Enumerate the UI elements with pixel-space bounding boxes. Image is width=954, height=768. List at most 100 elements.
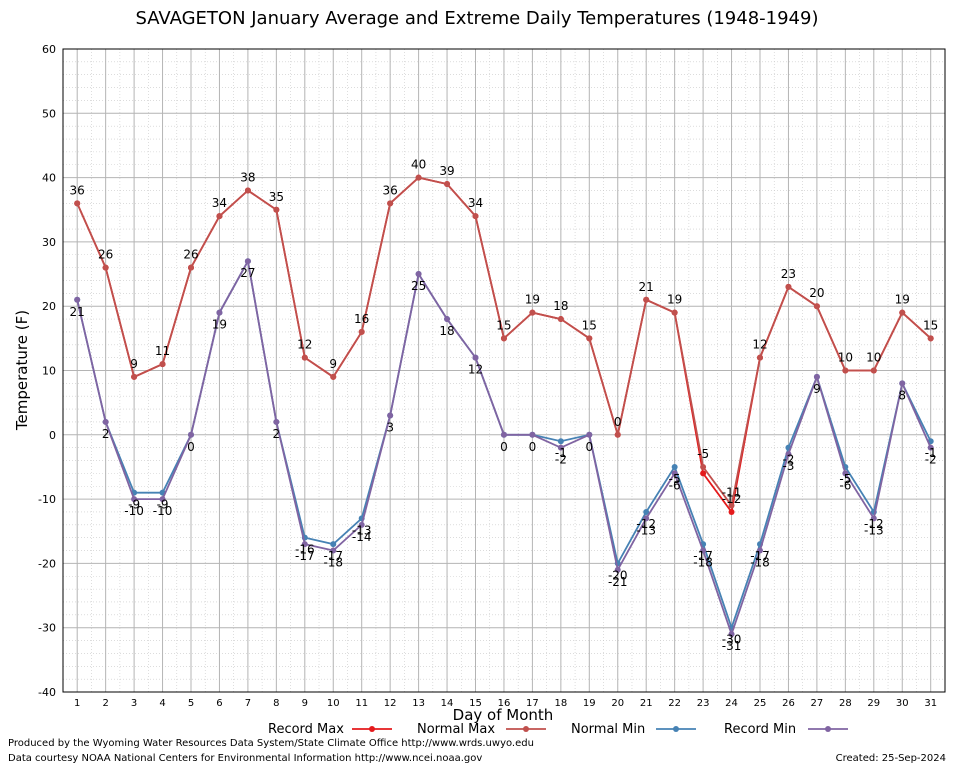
series-point-3 (671, 470, 678, 477)
y-tick-label: 50 (42, 107, 56, 120)
x-tick-label: 14 (441, 698, 454, 709)
data-label: -31 (722, 639, 742, 653)
x-tick-label: 7 (245, 698, 251, 709)
y-tick-label: 10 (42, 365, 56, 378)
data-label: -9 (128, 498, 140, 512)
x-tick-label: 6 (216, 698, 222, 709)
series-point-1 (529, 309, 536, 316)
data-label: 16 (354, 312, 369, 326)
x-tick-label: 29 (867, 698, 880, 709)
footer-created-date: Created: 25-Sep-2024 (835, 753, 946, 764)
x-tick-label: 3 (131, 698, 137, 709)
legend-label-normal-max: Normal Max (417, 722, 496, 737)
data-label: 19 (895, 293, 910, 307)
series-point-1 (415, 174, 422, 181)
series-point-1 (757, 354, 763, 361)
series-point-1 (273, 206, 280, 213)
series-point-3 (813, 373, 820, 380)
series-point-1 (643, 296, 650, 303)
data-label: 10 (866, 351, 881, 365)
series-point-1 (671, 309, 678, 316)
x-tick-label: 24 (725, 698, 738, 709)
series-point-1 (301, 354, 308, 361)
data-label: -17 (323, 549, 343, 563)
series-point-1 (842, 367, 849, 374)
data-label: 34 (212, 196, 227, 210)
series-point-3 (301, 541, 308, 548)
series-point-3 (330, 547, 337, 554)
x-tick-label: 13 (412, 698, 425, 709)
data-label: 9 (813, 382, 821, 396)
data-label: 19 (212, 318, 227, 332)
series-point-1 (387, 200, 394, 207)
legend-label-normal-min: Normal Min (571, 722, 646, 737)
data-label: 19 (667, 293, 682, 307)
data-label: 12 (752, 338, 767, 352)
data-label: 0 (529, 440, 537, 454)
data-label: -17 (750, 549, 770, 563)
data-label: 27 (240, 266, 255, 280)
data-label: -11 (722, 486, 742, 500)
series-point-3 (728, 631, 735, 638)
data-label: -16 (295, 543, 315, 557)
x-axis-label: Day of Month (452, 706, 554, 724)
legend-swatch-marker (825, 726, 831, 732)
chart-title: SAVAGETON January Average and Extreme Da… (135, 8, 819, 29)
series-point-3 (557, 444, 564, 451)
data-label: 36 (383, 183, 398, 197)
series-point-1 (614, 431, 621, 438)
footer-data-courtesy: Data courtesy NOAA National Centers for … (8, 753, 483, 764)
series-point-3 (415, 271, 422, 278)
x-tick-label: 23 (697, 698, 710, 709)
footer-produced-by: Produced by the Wyoming Water Resources … (8, 738, 534, 749)
data-label: -1 (555, 446, 567, 460)
data-label: -18 (750, 556, 770, 570)
data-label: 8 (898, 388, 906, 402)
data-label: 40 (411, 158, 426, 172)
data-label: 23 (781, 267, 796, 281)
data-label: 21 (70, 305, 85, 319)
series-point-3 (643, 515, 650, 522)
data-label: 12 (468, 363, 483, 377)
x-tick-label: 11 (355, 698, 368, 709)
series-point-1 (188, 264, 194, 271)
series-point-1 (899, 309, 906, 316)
legend-marks (352, 726, 848, 732)
series-point-2 (557, 438, 564, 445)
data-label: -10 (153, 504, 173, 518)
plot-frame (62, 48, 946, 693)
data-label: -6 (839, 478, 851, 492)
data-label: 9 (130, 357, 138, 371)
x-tick-label: 20 (611, 698, 624, 709)
series-point-3 (216, 309, 223, 316)
data-label: -2 (925, 453, 937, 467)
data-label: 15 (496, 318, 511, 332)
data-label: 35 (269, 190, 284, 204)
legend-label-record-max: Record Max (268, 722, 344, 737)
legend-swatch-marker (523, 726, 529, 732)
legend-label-record-min: Record Min (724, 722, 797, 737)
series-point-3 (757, 547, 763, 554)
y-tick-label: -30 (38, 622, 56, 635)
series-point-1 (700, 463, 707, 470)
data-label: 21 (639, 280, 654, 294)
data-label: -12 (864, 517, 884, 531)
data-label: 2 (102, 427, 110, 441)
data-label: -12 (636, 517, 656, 531)
series-point-1 (74, 200, 81, 207)
series-point-3 (273, 418, 280, 425)
x-tick-label: 28 (839, 698, 852, 709)
y-tick-label: -10 (38, 493, 56, 506)
data-label: 39 (439, 164, 454, 178)
data-label: -13 (636, 523, 656, 537)
data-label: -13 (864, 523, 884, 537)
x-tick-label: 15 (469, 698, 482, 709)
data-label: 12 (297, 338, 312, 352)
series-point-1 (500, 335, 507, 342)
chart-grid (63, 48, 945, 693)
series-point-0 (728, 508, 735, 515)
data-label: 15 (582, 318, 597, 332)
series-point-3 (387, 412, 394, 419)
